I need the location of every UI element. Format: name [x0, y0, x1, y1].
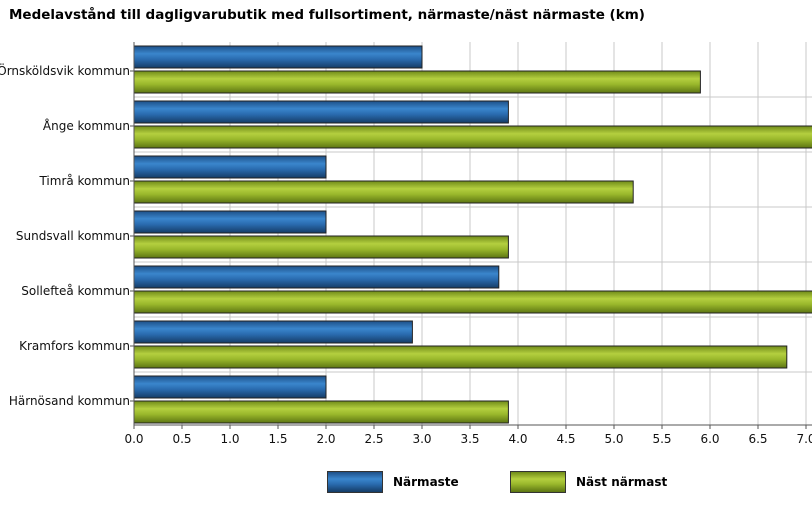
bar-narmaste	[133, 375, 327, 399]
x-tick-label: 2.0	[316, 432, 335, 446]
category-label: Sollefteå kommun	[21, 284, 130, 298]
bar-narmaste	[133, 210, 327, 234]
x-tick-label: 4.5	[556, 432, 575, 446]
x-tick-label: 2.5	[364, 432, 383, 446]
category-label: Sundsvall kommun	[16, 229, 130, 243]
bar-narmaste	[133, 100, 509, 124]
bar-narmaste	[133, 155, 327, 179]
x-tick-label: 1.5	[268, 432, 287, 446]
bar-narmaste	[133, 265, 500, 289]
category-label: Timrå kommun	[38, 174, 130, 188]
x-tick-label: 5.5	[652, 432, 671, 446]
bar-nast-narmast	[133, 235, 509, 259]
category-label: Ånge kommun	[43, 118, 130, 133]
legend-label-narmaste: Närmaste	[393, 475, 459, 489]
axes: Örnsköldsvik kommun Ånge kommun Timrå komm…	[0, 42, 812, 446]
bar-nast-narmast	[133, 180, 634, 204]
x-tick-label: 6.0	[700, 432, 719, 446]
bar-nast-narmast	[133, 345, 788, 369]
x-tick-label: 3.5	[460, 432, 479, 446]
legend-swatch-narmaste	[327, 471, 383, 493]
chart-title: Medelavstånd till dagligvarubutik med fu…	[9, 7, 645, 23]
category-label: Örnsköldsvik kommun	[0, 62, 130, 78]
bar-nast-narmast	[133, 70, 701, 94]
x-tick-label: 5.0	[604, 432, 623, 446]
legend-label-nast-narmast: Näst närmast	[576, 475, 668, 489]
bars	[133, 45, 812, 424]
category-label: Kramfors kommun	[19, 339, 130, 353]
x-tick-label: 4.0	[508, 432, 527, 446]
bar-narmaste	[133, 320, 413, 344]
x-tick-label: 7.0	[796, 432, 812, 446]
x-tick-label: 6.5	[748, 432, 767, 446]
bar-narmaste	[133, 45, 423, 69]
bar-nast-narmast	[133, 125, 812, 149]
x-tick-label: 3.0	[412, 432, 431, 446]
legend-swatch-nast-narmast	[510, 471, 566, 493]
bar-nast-narmast	[133, 290, 812, 314]
x-tick-label: 0.0	[124, 432, 143, 446]
x-tick-label: 0.5	[172, 432, 191, 446]
bar-nast-narmast	[133, 400, 509, 424]
category-label: Härnösand kommun	[9, 394, 130, 408]
x-tick-label: 1.0	[220, 432, 239, 446]
